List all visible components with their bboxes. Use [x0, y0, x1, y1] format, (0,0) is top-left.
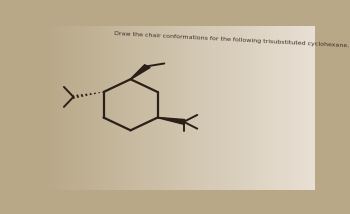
Bar [84, 26, 89, 190]
Bar [234, 26, 238, 190]
Bar [71, 26, 75, 190]
Bar [279, 26, 284, 190]
Bar [62, 26, 66, 190]
Bar [166, 26, 170, 190]
Bar [121, 26, 125, 190]
Bar [80, 26, 84, 190]
Bar [175, 26, 179, 190]
Bar [134, 26, 139, 190]
Bar [143, 26, 148, 190]
Bar [139, 26, 143, 190]
Bar [211, 26, 216, 190]
Bar [44, 26, 48, 190]
Bar [116, 26, 121, 190]
Bar [197, 26, 202, 190]
Bar [288, 26, 292, 190]
Bar [284, 26, 288, 190]
Bar [103, 26, 107, 190]
Bar [292, 26, 297, 190]
Bar [297, 26, 301, 190]
Bar [301, 26, 306, 190]
Bar [206, 26, 211, 190]
Bar [125, 26, 130, 190]
Bar [274, 26, 279, 190]
Bar [220, 26, 225, 190]
Bar [48, 26, 53, 190]
Bar [247, 26, 252, 190]
Bar [179, 26, 184, 190]
Bar [89, 26, 93, 190]
Bar [306, 26, 310, 190]
Bar [112, 26, 116, 190]
Bar [57, 26, 62, 190]
Bar [238, 26, 243, 190]
Bar [157, 26, 161, 190]
Text: Draw the chair conformations for the following trisubstituted cyclohexane. Label: Draw the chair conformations for the fol… [114, 31, 350, 59]
Polygon shape [130, 65, 150, 79]
Bar [229, 26, 233, 190]
Bar [130, 26, 134, 190]
Bar [148, 26, 152, 190]
Bar [270, 26, 274, 190]
Bar [188, 26, 193, 190]
Bar [107, 26, 112, 190]
Polygon shape [158, 117, 185, 124]
Bar [202, 26, 206, 190]
Bar [310, 26, 315, 190]
Bar [184, 26, 188, 190]
Bar [256, 26, 261, 190]
Bar [161, 26, 166, 190]
Bar [261, 26, 265, 190]
Bar [265, 26, 270, 190]
Bar [93, 26, 98, 190]
Bar [170, 26, 175, 190]
Bar [243, 26, 247, 190]
Bar [193, 26, 197, 190]
Bar [225, 26, 229, 190]
Bar [152, 26, 157, 190]
Bar [98, 26, 103, 190]
Bar [66, 26, 71, 190]
Bar [75, 26, 80, 190]
Bar [252, 26, 256, 190]
Bar [216, 26, 220, 190]
Bar [53, 26, 57, 190]
